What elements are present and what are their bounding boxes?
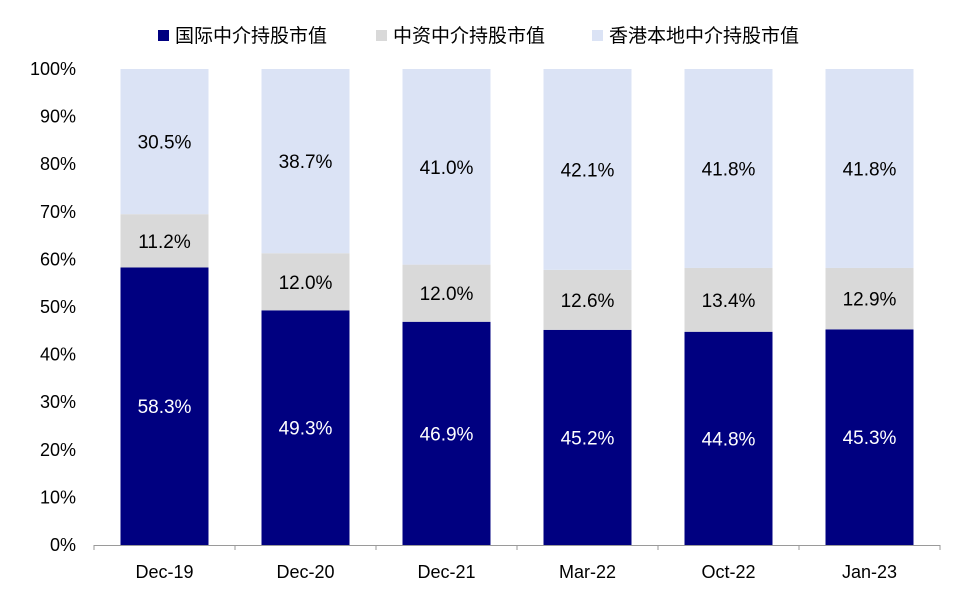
data-label: 58.3%	[138, 397, 192, 418]
legend-item-1: 国际中介持股市值	[158, 25, 327, 47]
bar-segment-2-oct-22	[684, 267, 773, 332]
legend-label: 国际中介持股市值	[175, 25, 327, 47]
y-tick-label: 20%	[40, 440, 76, 460]
data-label: 30.5%	[138, 133, 192, 154]
data-label: 12.0%	[420, 284, 474, 305]
x-tick-label: Jan-23	[842, 562, 897, 582]
chart-bars	[120, 69, 914, 545]
legend-swatch	[158, 30, 169, 41]
data-label: 12.6%	[561, 291, 615, 312]
bar-segment-3-oct-22	[684, 69, 773, 268]
y-tick-label: 40%	[40, 345, 76, 365]
y-tick-label: 90%	[40, 107, 76, 127]
bar-segment-1-mar-22	[543, 329, 632, 545]
chart-axes: Dec-19 Dec-20 Dec-21 Mar-22 Oct-22 Jan-23 0% 10…	[30, 59, 941, 582]
legend-label: 香港本地中介持股市值	[609, 25, 799, 47]
bar-segment-3-dec-19	[120, 69, 209, 215]
data-label: 42.1%	[561, 161, 615, 182]
bar-segment-2-dec-21	[402, 264, 491, 322]
x-tick-label: Dec-21	[417, 562, 475, 582]
data-label: 45.2%	[561, 428, 615, 449]
bar-segment-1-dec-20	[261, 310, 350, 545]
data-label: 11.2%	[138, 232, 191, 253]
y-tick-label: 70%	[40, 202, 76, 222]
bar-segment-2-dec-19	[120, 214, 209, 268]
data-label: 12.9%	[843, 290, 897, 311]
data-label: 38.7%	[279, 152, 333, 173]
bar-segment-2-mar-22	[543, 269, 632, 330]
legend-swatch	[376, 30, 387, 41]
x-tick-label: Dec-20	[276, 562, 334, 582]
y-tick-label: 0%	[50, 535, 76, 555]
y-tick-label: 60%	[40, 249, 76, 269]
y-tick-label: 10%	[40, 487, 76, 507]
y-tick-label: 50%	[40, 297, 76, 317]
x-tick-label: Oct-22	[701, 562, 755, 582]
bar-segment-3-dec-20	[261, 69, 350, 254]
bar-segment-1-dec-21	[402, 321, 491, 545]
bar-segment-1-dec-19	[120, 267, 209, 545]
chart-legend: 国际中介持股市值 中资中介持股市值 香港本地中介持股市值	[158, 25, 799, 47]
x-tick-label: Dec-19	[135, 562, 193, 582]
bar-segment-3-dec-21	[402, 69, 491, 265]
data-label: 41.0%	[420, 158, 474, 179]
y-tick-label: 30%	[40, 392, 76, 412]
legend-label: 中资中介持股市值	[393, 25, 545, 47]
data-label: 13.4%	[702, 291, 756, 312]
legend-item-3: 香港本地中介持股市值	[592, 25, 799, 47]
bar-segment-2-dec-20	[261, 253, 350, 311]
bar-segment-1-oct-22	[684, 331, 773, 545]
data-label: 12.0%	[279, 273, 333, 294]
bar-segment-1-jan-23	[825, 329, 914, 545]
data-label: 46.9%	[420, 424, 474, 445]
bar-segment-3-mar-22	[543, 69, 632, 270]
data-label: 41.8%	[843, 159, 897, 180]
bar-segment-3-jan-23	[825, 69, 914, 268]
data-label: 44.8%	[702, 429, 756, 450]
data-label: 45.3%	[843, 428, 897, 449]
bar-segment-2-jan-23	[825, 267, 914, 330]
y-tick-label: 80%	[40, 154, 76, 174]
data-label: 41.8%	[702, 159, 756, 180]
x-tick-label: Mar-22	[559, 562, 616, 582]
y-tick-label: 100%	[30, 59, 76, 79]
data-label: 49.3%	[279, 419, 333, 440]
chart-data-labels: 58.3% 11.2% 30.5% 49.3% 12.0% 38.7% 46.9% 12.0%…	[138, 133, 897, 451]
legend-swatch	[592, 30, 603, 41]
legend-item-2: 中资中介持股市值	[376, 25, 545, 47]
